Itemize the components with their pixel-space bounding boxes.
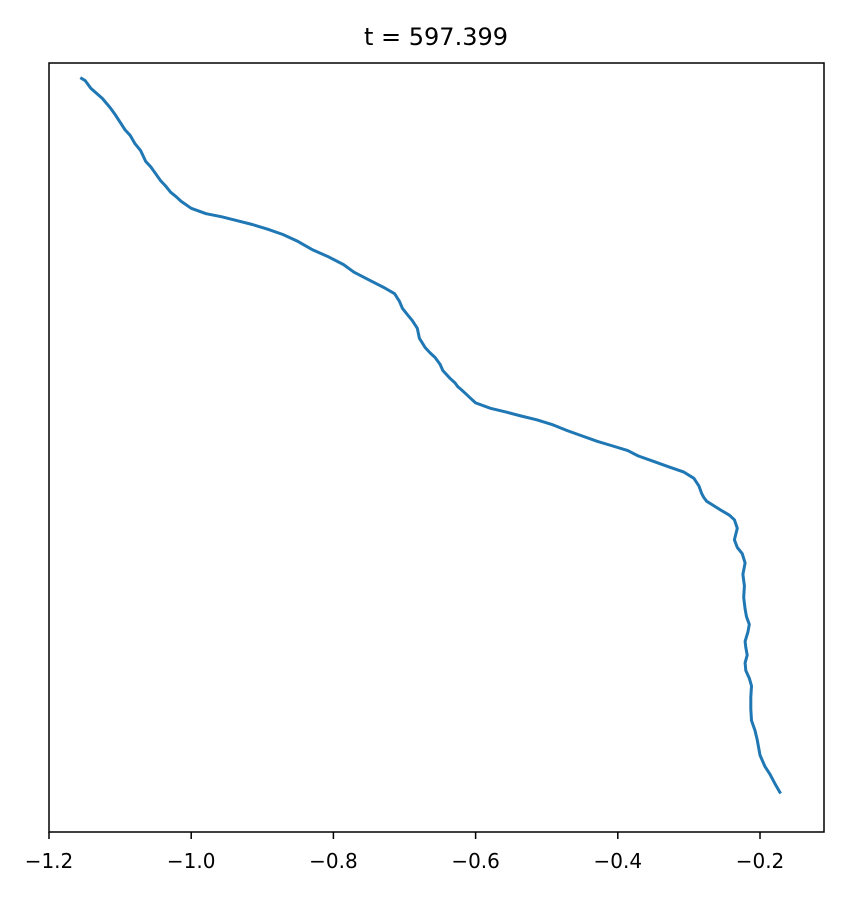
x-tick-label: −1.2 [25, 849, 74, 873]
x-tick-label: −0.4 [594, 849, 643, 873]
series-line-0 [79, 76, 782, 795]
x-tick-label: −0.6 [451, 849, 500, 873]
plot-background [49, 63, 824, 832]
x-axis: −1.2 −1.0 −0.8 −0.6 −0.4 −0.2 [25, 832, 785, 873]
x-tick-label: −0.8 [309, 849, 358, 873]
plot-frame [48, 62, 825, 833]
series-layer [79, 76, 782, 795]
x-tick-label: −0.2 [736, 849, 785, 873]
x-tick-label: −1.0 [167, 849, 216, 873]
chart-title: t = 597.399 [364, 23, 508, 51]
